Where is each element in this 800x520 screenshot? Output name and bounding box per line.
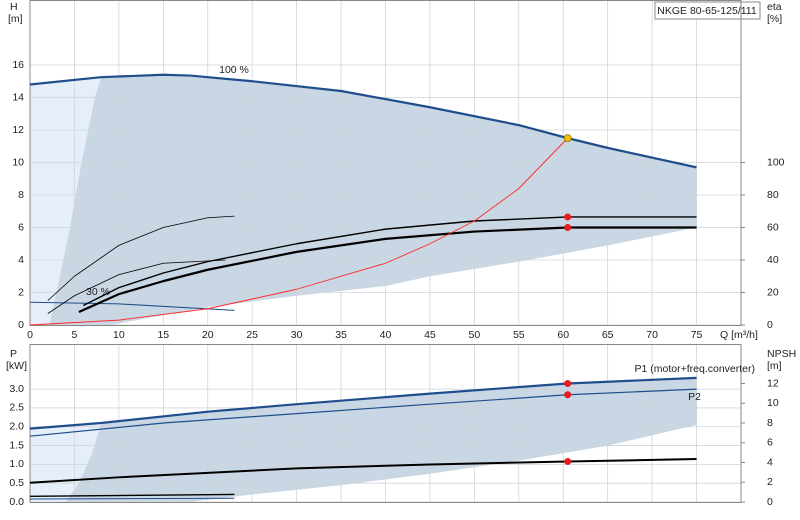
- y-tick-label: 2.5: [9, 402, 24, 414]
- x-tick-label: 0: [27, 329, 33, 341]
- y-tick-label: 10: [12, 156, 24, 168]
- duty-point: [563, 134, 572, 143]
- curve-label: 100 %: [219, 64, 249, 76]
- x-tick-label: 15: [157, 329, 169, 341]
- y2-tick-label: 0: [767, 496, 773, 508]
- curve: [29, 137, 569, 326]
- y-axis-unit: [kW]: [6, 360, 27, 372]
- y2-tick-label: 10: [767, 397, 779, 409]
- y-tick-label: 0.0: [9, 496, 24, 508]
- y2-tick-label: 0: [767, 319, 773, 331]
- curve: [78, 226, 697, 314]
- plot-frame: [29, 0, 742, 326]
- x-tick-label: 40: [380, 329, 392, 341]
- curve-label: 30 %: [86, 286, 110, 298]
- y-tick-label: 1.0: [9, 458, 24, 470]
- y2-tick-label: 6: [767, 437, 773, 449]
- y-tick-label: 12: [12, 124, 24, 136]
- operating-region: [49, 74, 697, 325]
- x-tick-label: 35: [335, 329, 347, 341]
- y-tick-label: 0: [18, 319, 24, 331]
- x-axis-title: Q [m³/h]: [720, 329, 758, 341]
- duty-point: [564, 224, 572, 231]
- y2-tick-label: 40: [767, 254, 779, 266]
- duty-point: [564, 213, 572, 221]
- y2-tick-label: 4: [767, 456, 773, 468]
- curve: [29, 301, 235, 311]
- y-axis-title: P: [10, 348, 17, 360]
- x-tick-label: 25: [246, 329, 258, 341]
- curve-label: P1 (motor+freq.converter): [634, 363, 755, 375]
- y-tick-label: 6: [18, 221, 24, 233]
- curve: [29, 493, 235, 498]
- y-tick-label: 8: [18, 189, 24, 201]
- y2-tick-label: 12: [767, 377, 779, 389]
- y2-axis-title: eta: [767, 1, 782, 13]
- y-tick-label: 16: [12, 59, 24, 71]
- plot-frame: [29, 344, 742, 503]
- y2-tick-label: 8: [767, 417, 773, 429]
- curve: [47, 215, 235, 301]
- operating-region: [30, 77, 102, 325]
- y-tick-label: 2: [18, 286, 24, 298]
- y2-axis-unit: [%]: [767, 13, 782, 25]
- curve: [29, 497, 235, 500]
- y2-axis-title: NPSH: [767, 348, 796, 360]
- y2-tick-label: 100: [767, 156, 785, 168]
- duty-point: [564, 458, 572, 466]
- curve: [29, 73, 697, 169]
- y-tick-label: 1.5: [9, 439, 24, 451]
- y-tick-label: 0.5: [9, 477, 24, 489]
- y2-tick-label: 80: [767, 189, 779, 201]
- y2-axis-unit: [m]: [767, 360, 782, 372]
- y-axis-title: H: [10, 1, 18, 13]
- curve: [83, 216, 697, 307]
- x-tick-label: 55: [513, 329, 525, 341]
- x-tick-label: 50: [469, 329, 481, 341]
- title-box: [654, 1, 761, 20]
- y-tick-label: 2.0: [9, 421, 24, 433]
- x-tick-label: 45: [424, 329, 436, 341]
- curve: [47, 259, 226, 314]
- duty-point: [564, 380, 572, 387]
- y-tick-label: 3.0: [9, 383, 24, 395]
- x-tick-label: 65: [602, 329, 614, 341]
- curve: [29, 388, 697, 437]
- y-axis-unit: [m]: [8, 13, 23, 25]
- y2-tick-label: 2: [767, 476, 773, 488]
- x-tick-label: 10: [113, 329, 125, 341]
- operating-region: [65, 377, 697, 502]
- duty-point: [564, 391, 572, 399]
- x-tick-label: 60: [557, 329, 569, 341]
- x-tick-label: 75: [691, 329, 703, 341]
- chart-title: NKGE 80-65-125/111: [657, 5, 757, 17]
- y2-tick-label: 60: [767, 221, 779, 233]
- y-tick-label: 4: [18, 254, 24, 266]
- x-tick-label: 70: [646, 329, 658, 341]
- y-tick-label: 14: [12, 91, 24, 103]
- y2-tick-label: 20: [767, 286, 779, 298]
- curve-label: P2: [688, 391, 701, 403]
- x-tick-label: 5: [72, 329, 78, 341]
- x-tick-label: 30: [291, 329, 303, 341]
- x-tick-label: 20: [202, 329, 214, 341]
